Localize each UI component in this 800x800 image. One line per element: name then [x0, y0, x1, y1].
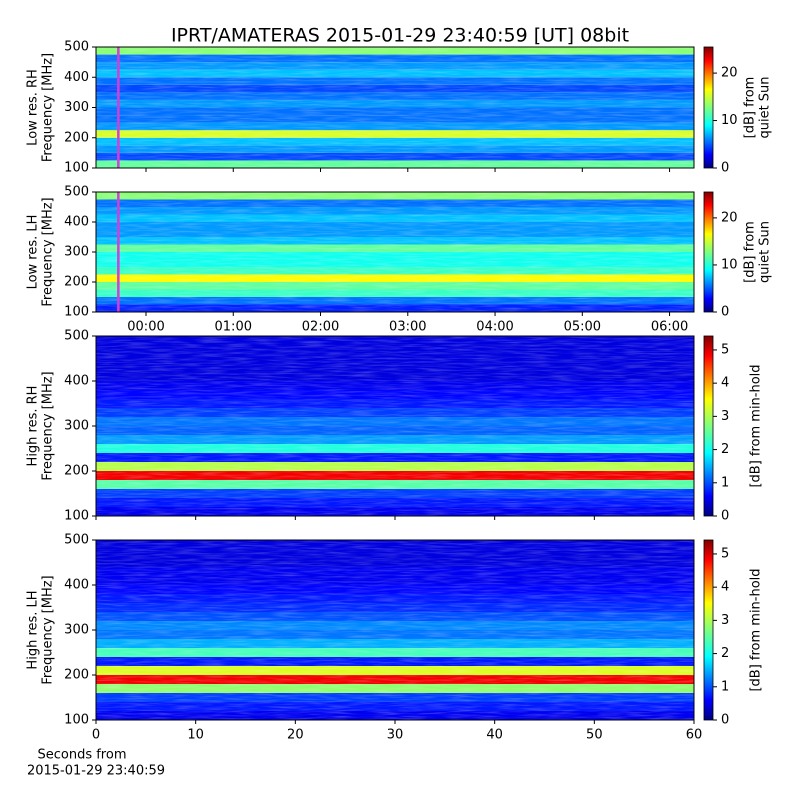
colorbar-tick-label: 10: [721, 113, 738, 128]
y-tick-label: 400: [64, 70, 89, 85]
colorbar-tick-label: 2: [721, 646, 729, 661]
y-tick-label: 200: [64, 130, 89, 145]
x-axis-label: 2015-01-29 23:40:59: [27, 764, 165, 779]
y-tick-label: 100: [64, 509, 89, 524]
y-axis-label: High res. RH: [26, 386, 41, 467]
y-tick-label: 500: [64, 329, 89, 344]
y-axis-label: Frequency [MHz]: [41, 575, 56, 684]
colorbar-tick-label: 4: [721, 580, 729, 595]
y-tick-label: 500: [64, 185, 89, 200]
x-tick-label: 02:00: [302, 320, 339, 335]
y-tick-label: 300: [64, 419, 89, 434]
texture: [96, 47, 694, 168]
x-tick-label: 04:00: [476, 320, 513, 335]
x-tick-label: 06:00: [651, 320, 688, 335]
y-axis-label: Low res. LH: [26, 215, 41, 290]
y-tick-label: 300: [64, 100, 89, 115]
y-tick-label: 100: [64, 161, 89, 176]
x-tick-label: 40: [486, 728, 503, 743]
y-axis-label: Frequency [MHz]: [41, 197, 56, 306]
x-tick-label: 20: [287, 728, 304, 743]
x-axis-label: Seconds from: [37, 748, 126, 763]
colorbar-tick-label: 10: [721, 257, 738, 272]
colorbar-tick-label: 1: [721, 679, 729, 694]
colorbar-tick-label: 3: [721, 409, 729, 424]
colorbar-tick-label: 4: [721, 376, 729, 391]
x-tick-label: 50: [586, 728, 603, 743]
colorbar-tick-label: 20: [721, 66, 738, 81]
x-tick-label: 01:00: [215, 320, 252, 335]
colorbar-label: [dB] from min-hold: [749, 568, 764, 691]
colorbar-tick-label: 1: [721, 475, 729, 490]
colorbar-label: [dB] from min-hold: [749, 364, 764, 487]
x-tick-label: 30: [387, 728, 404, 743]
y-axis-label: Frequency [MHz]: [41, 53, 56, 162]
y-axis-label: Low res. RH: [26, 69, 41, 146]
x-tick-label: 60: [686, 728, 703, 743]
y-axis-label: Frequency [MHz]: [41, 371, 56, 480]
chart-title: IPRT/AMATERAS 2015-01-29 23:40:59 [UT] 0…: [171, 25, 629, 47]
colorbar: [703, 539, 714, 721]
colorbar-label: [dB] from: [743, 221, 758, 283]
colorbar-tick-label: 5: [721, 342, 729, 357]
colorbar-tick-label: 0: [721, 509, 729, 524]
y-tick-label: 300: [64, 623, 89, 638]
y-tick-label: 500: [64, 533, 89, 548]
colorbar-label: [dB] from: [743, 77, 758, 139]
x-tick-label: 05:00: [564, 320, 601, 335]
colorbar-tick-label: 2: [721, 442, 729, 457]
y-tick-label: 100: [64, 305, 89, 320]
x-tick-label: 0: [92, 728, 100, 743]
colorbar: [703, 191, 714, 313]
texture: [96, 540, 694, 720]
y-tick-label: 100: [64, 713, 89, 728]
y-axis-label: High res. LH: [26, 590, 41, 669]
colorbar-tick-label: 0: [721, 161, 729, 176]
y-tick-label: 200: [64, 275, 89, 290]
x-tick-label: 00:00: [127, 320, 164, 335]
y-tick-label: 400: [64, 215, 89, 230]
y-tick-label: 200: [64, 464, 89, 479]
y-tick-label: 400: [64, 578, 89, 593]
colorbar-label: quiet Sun: [758, 221, 773, 283]
x-tick-label: 03:00: [389, 320, 426, 335]
texture: [96, 336, 694, 516]
colorbar-label: quiet Sun: [758, 76, 773, 138]
colorbar-tick-label: 5: [721, 546, 729, 561]
texture: [96, 192, 694, 312]
x-tick-label: 10: [187, 728, 204, 743]
colorbar: [703, 46, 714, 169]
colorbar-tick-label: 3: [721, 613, 729, 628]
y-tick-label: 300: [64, 245, 89, 260]
y-tick-label: 400: [64, 374, 89, 389]
colorbar-tick-label: 20: [721, 210, 738, 225]
y-tick-label: 200: [64, 668, 89, 683]
colorbar-tick-label: 0: [721, 713, 729, 728]
y-tick-label: 500: [64, 40, 89, 55]
colorbar-tick-label: 0: [721, 305, 729, 320]
colorbar: [703, 335, 714, 517]
